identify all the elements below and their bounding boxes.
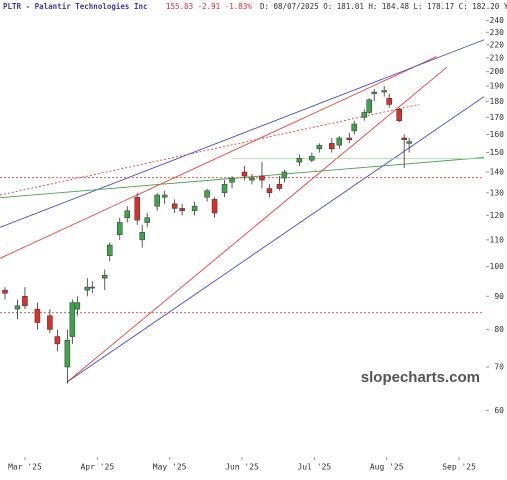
y-tick-label: 110 — [490, 235, 505, 244]
candle-body — [386, 97, 392, 105]
candle-body — [259, 175, 265, 181]
ohlc: D: 08/07/2025 O: 181.01 H: 184.48 L: 178… — [260, 2, 507, 11]
x-tick-label: Jul '25 — [297, 463, 331, 472]
candle-body — [102, 274, 108, 279]
x-tick-label: Apr '25 — [80, 463, 114, 472]
candle-body — [346, 137, 353, 140]
candle-body — [249, 177, 255, 181]
trend-line — [0, 157, 485, 199]
y-tick-label: 150 — [490, 148, 505, 157]
candle-body — [381, 90, 387, 93]
candle-body — [401, 137, 407, 140]
candle-body — [107, 244, 113, 256]
y-tick-label: 190 — [490, 82, 505, 91]
y-tick-label: 140 — [490, 167, 505, 176]
y-tick-label: 80 — [494, 325, 504, 334]
y-tick-label: 160 — [490, 130, 505, 139]
candle-body — [124, 210, 130, 218]
candle-body — [139, 232, 145, 241]
candle-body — [89, 286, 96, 289]
y-tick-label: 130 — [490, 188, 505, 197]
candle-body — [276, 184, 283, 189]
candle-body — [34, 308, 41, 323]
candle-body — [154, 194, 160, 207]
candle-body — [221, 184, 228, 194]
quote: 155.83 -2.91 -1.83% — [166, 2, 252, 11]
candle-body — [361, 112, 367, 118]
candle-body — [406, 141, 412, 144]
candle-body — [309, 156, 315, 161]
candle-body — [351, 123, 358, 132]
candle-body — [396, 108, 402, 121]
candle-body — [191, 205, 198, 211]
candle-body — [14, 305, 21, 310]
y-tick-label: 240 — [490, 16, 505, 25]
trend-line — [0, 56, 437, 259]
trend-line — [0, 39, 485, 228]
candle-body — [296, 158, 303, 163]
candle-body — [204, 190, 210, 198]
y-tick-label: 210 — [490, 53, 505, 62]
x-tick-label: May '25 — [153, 463, 187, 472]
x-tick-label: Aug '25 — [370, 463, 404, 472]
candle-body — [179, 208, 185, 211]
candle-body — [161, 194, 168, 198]
candle-body — [316, 144, 323, 150]
y-tick-label: 60 — [494, 406, 504, 415]
x-tick-label: Jun '25 — [225, 463, 259, 472]
candle-body — [329, 143, 335, 150]
candle-body — [336, 137, 343, 146]
y-tick-label: 100 — [490, 262, 505, 271]
candle-body — [2, 289, 8, 294]
candle-body — [281, 171, 288, 179]
candle-body — [229, 177, 235, 183]
y-tick-label: 70 — [494, 363, 504, 372]
candle-body — [371, 91, 377, 94]
candle-body — [211, 199, 218, 214]
y-tick-label: 180 — [490, 97, 505, 106]
candle-body — [22, 296, 28, 307]
x-tick-label: Sep '25 — [442, 463, 476, 472]
y-tick-label: 170 — [490, 113, 505, 122]
candle-body — [366, 99, 372, 113]
candle-body — [64, 339, 71, 368]
y-tick-label: 200 — [490, 67, 505, 76]
candle-body — [47, 315, 53, 330]
candle-body — [54, 336, 61, 345]
candle-body — [266, 188, 273, 194]
trend-line — [0, 103, 420, 196]
candle-body — [134, 196, 140, 221]
candle-body — [171, 203, 178, 209]
candle-body — [84, 286, 91, 291]
y-tick-label: 120 — [490, 211, 505, 220]
x-tick-label: Mar '25 — [8, 463, 42, 472]
y-tick-label: 230 — [490, 28, 505, 37]
trend-line — [67, 96, 485, 383]
candle-body — [144, 217, 150, 223]
chart-title: PLTR - Palantir Technologies Inc — [3, 2, 148, 11]
candle-body — [117, 222, 123, 236]
candle-body — [241, 171, 248, 177]
watermark: slopecharts.com — [361, 369, 480, 386]
y-tick-label: 220 — [490, 40, 505, 49]
candle-body — [74, 302, 81, 310]
y-tick-label: 90 — [494, 292, 504, 301]
candle-body — [69, 302, 76, 337]
trend-line — [67, 67, 447, 383]
